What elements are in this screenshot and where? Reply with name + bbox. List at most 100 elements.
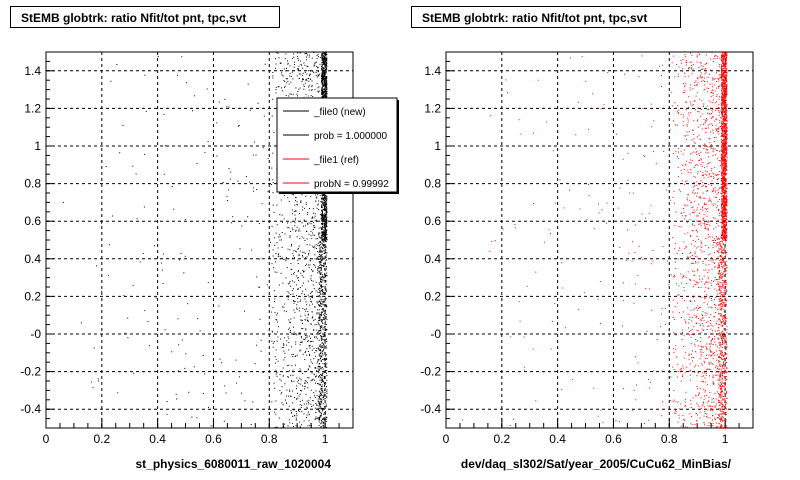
data-point [725, 151, 727, 153]
data-point [325, 313, 327, 315]
data-point [272, 98, 274, 100]
data-point [324, 352, 326, 354]
data-point [721, 64, 722, 66]
data-point [722, 83, 724, 85]
data-point [321, 54, 323, 56]
data-point [318, 383, 320, 385]
data-point [725, 155, 727, 157]
data-point [300, 64, 302, 66]
data-point [274, 312, 276, 314]
data-point [162, 283, 164, 284]
data-point [222, 182, 224, 183]
data-point [723, 214, 724, 216]
data-point [224, 385, 226, 387]
data-point [321, 206, 323, 208]
data-point [322, 197, 324, 199]
data-point [312, 362, 314, 364]
data-point [324, 53, 325, 55]
data-point [272, 179, 274, 181]
data-point [323, 253, 325, 254]
data-point [317, 193, 319, 195]
data-point [326, 234, 328, 235]
data-point [258, 286, 260, 288]
data-point [325, 371, 327, 373]
data-point [307, 66, 309, 68]
data-point [722, 57, 724, 59]
data-point [256, 276, 258, 278]
data-point [723, 183, 725, 185]
data-point [283, 423, 285, 425]
data-point [320, 303, 321, 304]
data-point [290, 346, 292, 348]
data-point [723, 136, 725, 138]
data-point [322, 227, 324, 229]
data-point [326, 87, 328, 89]
data-point [321, 276, 323, 278]
data-point [290, 263, 292, 264]
data-point [300, 426, 301, 428]
data-point [722, 181, 724, 183]
data-point [266, 284, 268, 286]
data-point [723, 204, 725, 206]
data-point [726, 55, 728, 57]
data-point [317, 75, 319, 77]
data-point [325, 235, 326, 237]
data-point [726, 215, 728, 217]
data-point [323, 218, 325, 219]
data-point [306, 403, 308, 405]
data-point [722, 52, 724, 53]
data-point [325, 237, 327, 239]
data-point [297, 270, 299, 271]
data-point [722, 166, 724, 168]
data-point [319, 276, 321, 278]
data-point [291, 380, 292, 382]
data-point [725, 188, 727, 190]
data-point [305, 257, 306, 259]
data-point [306, 348, 308, 350]
data-point [723, 142, 725, 144]
data-point [723, 202, 725, 204]
data-point [721, 112, 722, 114]
data-point [323, 235, 325, 237]
data-point [322, 310, 324, 312]
data-point [725, 130, 727, 132]
data-point [723, 66, 725, 68]
data-point [312, 404, 314, 406]
data-point [322, 350, 324, 352]
data-point [723, 129, 725, 131]
data-point [299, 287, 301, 288]
data-point [276, 204, 278, 206]
data-point [308, 253, 310, 254]
data-point [315, 375, 317, 377]
data-point [302, 256, 304, 258]
data-point [274, 271, 276, 273]
data-point [294, 397, 296, 398]
data-point [723, 86, 725, 88]
data-point [316, 404, 318, 406]
data-point [283, 350, 285, 352]
data-point [725, 103, 727, 105]
data-point [199, 330, 201, 332]
data-point [279, 236, 281, 238]
data-point [721, 70, 723, 72]
y-tick-label: 0.4 [424, 252, 441, 266]
data-point [321, 79, 323, 81]
data-point [135, 173, 137, 175]
data-point [279, 214, 281, 216]
data-point [321, 93, 323, 95]
data-point [326, 200, 328, 202]
data-point [272, 342, 274, 344]
data-point [322, 55, 324, 57]
data-point [318, 369, 320, 371]
data-point [321, 288, 323, 290]
data-point [300, 272, 302, 274]
data-point [721, 190, 723, 192]
data-point [315, 281, 317, 283]
data-point [325, 91, 327, 93]
data-point [725, 198, 727, 200]
data-point [721, 99, 722, 101]
data-point [307, 425, 309, 427]
data-point [726, 146, 728, 148]
data-point [273, 132, 275, 134]
data-point [132, 284, 134, 286]
